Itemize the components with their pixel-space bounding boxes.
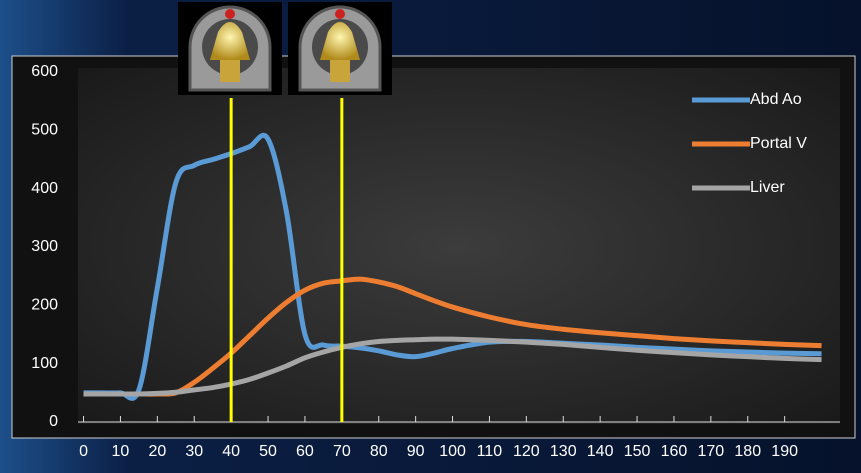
x-tick-label: 80 <box>370 443 388 460</box>
y-tick-label: 200 <box>31 297 58 314</box>
plot-area <box>78 68 840 424</box>
x-tick-label: 130 <box>550 443 577 460</box>
y-tick-label: 0 <box>49 413 58 430</box>
x-tick-label: 110 <box>477 443 503 460</box>
x-tick-label: 70 <box>333 443 351 460</box>
legend-label: Abd Ao <box>750 91 802 108</box>
x-tick-label: 40 <box>222 443 240 460</box>
x-tick-label: 170 <box>697 443 724 460</box>
y-tick-label: 600 <box>31 63 58 80</box>
legend-label: Liver <box>750 179 785 196</box>
legend-label: Portal V <box>750 135 807 152</box>
x-tick-label: 90 <box>407 443 425 460</box>
scanner-icon <box>288 2 392 95</box>
x-tick-label: 60 <box>296 443 314 460</box>
y-tick-label: 100 <box>31 355 58 372</box>
series-line <box>83 336 822 397</box>
x-tick-label: 190 <box>771 443 798 460</box>
x-tick-label: 140 <box>587 443 614 460</box>
y-tick-label: 300 <box>31 238 58 255</box>
y-tick-label: 400 <box>31 180 58 197</box>
y-tick-label: 500 <box>31 122 58 139</box>
x-tick-label: 160 <box>661 443 688 460</box>
scanner-icon <box>178 2 282 95</box>
x-tick-label: 10 <box>112 443 130 460</box>
x-tick-label: 0 <box>79 443 88 460</box>
x-tick-label: 30 <box>185 443 203 460</box>
x-tick-label: 150 <box>624 443 651 460</box>
x-tick-label: 120 <box>513 443 540 460</box>
x-tick-label: 100 <box>439 443 466 460</box>
x-tick-label: 180 <box>734 443 761 460</box>
x-tick-label: 50 <box>259 443 277 460</box>
x-tick-label: 20 <box>148 443 166 460</box>
